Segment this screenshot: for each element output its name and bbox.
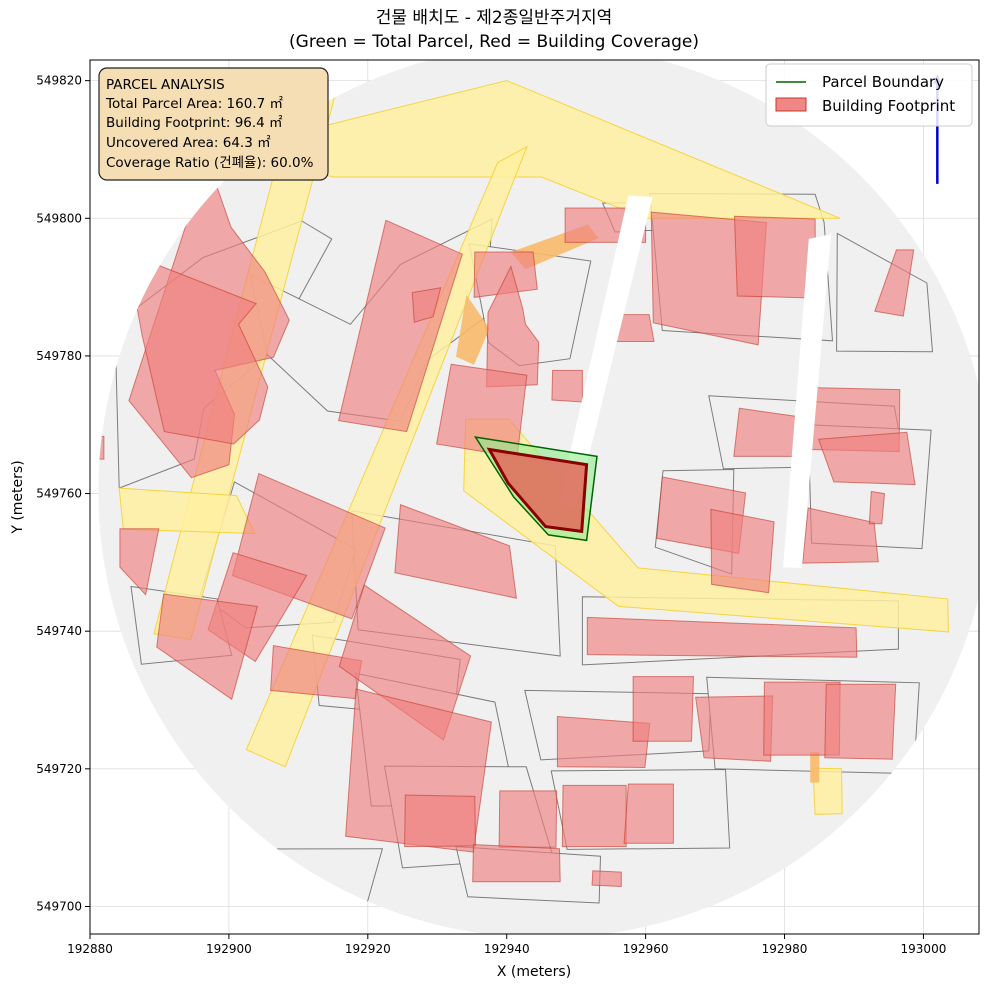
building-polygon <box>119 528 160 596</box>
y-tick-label: 549720 <box>36 762 82 776</box>
axes-frame <box>89 59 980 935</box>
building-polygon <box>874 249 915 317</box>
legend-parcel-label: Parcel Boundary <box>822 73 944 91</box>
building-polygon <box>591 870 622 888</box>
building-polygon <box>710 508 775 594</box>
chart-title: 건물 배치도 - 제2종일반주거지역 (Green = Total Parcel… <box>0 6 988 54</box>
gap-polygon <box>783 234 832 568</box>
x-tick-label: 192940 <box>484 942 530 956</box>
y-axis-label: Y (meters) <box>10 460 26 534</box>
info-footprint: Building Footprint: 96.4 ㎡ <box>106 115 283 131</box>
building-polygon <box>561 784 627 848</box>
x-tick-label: 192980 <box>762 942 808 956</box>
building-polygon <box>156 593 259 701</box>
building-polygon <box>623 783 674 844</box>
y-tick-label: 549700 <box>36 899 82 913</box>
building-polygon <box>868 490 886 525</box>
info-box: PARCEL ANALYSIS Total Parcel Area: 160.7… <box>98 67 329 181</box>
y-tick-label: 549740 <box>36 624 82 638</box>
building-polygon <box>486 265 540 388</box>
building-polygon <box>411 287 442 323</box>
y-tick-label: 549780 <box>36 349 82 363</box>
building-polygon <box>733 407 802 457</box>
x-axis-label: X (meters) <box>497 964 571 980</box>
building-layer <box>98 182 916 903</box>
legend-frame <box>765 63 973 127</box>
building-polygon <box>98 435 105 460</box>
building-polygon <box>586 616 858 658</box>
x-tick-label: 192920 <box>345 942 391 956</box>
gap-polygon <box>558 195 653 508</box>
legend-building-swatch <box>775 97 807 112</box>
building-polygon <box>404 794 477 848</box>
parcel-polygon <box>98 848 384 904</box>
building-polygon <box>632 676 695 742</box>
info-box-background <box>98 67 329 181</box>
chart-title-line2: (Green = Total Parcel, Red = Building Co… <box>289 32 699 52</box>
target-parcel-layer <box>473 436 598 542</box>
building-polygon <box>695 695 774 762</box>
building-polygon <box>556 715 651 769</box>
x-tick-label: 192880 <box>67 942 113 956</box>
y-tick-label: 549760 <box>36 487 82 501</box>
gap-layer <box>558 195 832 568</box>
legend-building-label: Building Footprint <box>822 97 955 115</box>
building-polygon <box>817 431 916 486</box>
overlap-polygon <box>456 294 490 365</box>
building-polygon <box>132 264 269 445</box>
road-polygon <box>463 418 949 633</box>
chart-title-line1: 건물 배치도 - 제2종일반주거지역 <box>375 8 613 28</box>
target-building <box>486 447 589 534</box>
y-tick-label: 549800 <box>36 211 82 225</box>
info-uncovered: Uncovered Area: 64.3 ㎡ <box>106 135 271 151</box>
x-axis-ticks: 192880 192900 192920 192940 192960 192980 1930… <box>67 934 946 956</box>
x-tick-label: 192960 <box>623 942 669 956</box>
info-heading: PARCEL ANALYSIS <box>106 77 225 93</box>
building-polygon <box>498 790 558 848</box>
y-axis-ticks: 549700 549720 549740 549760 549780 549800 5498… <box>36 74 90 913</box>
x-tick-label: 193000 <box>901 942 947 956</box>
info-coverage: Coverage Ratio (건폐율): 60.0% <box>106 155 314 171</box>
building-polygon <box>733 215 817 299</box>
building-polygon <box>473 251 538 298</box>
road-polygon <box>812 767 843 815</box>
map-layers <box>98 60 979 934</box>
building-polygon <box>802 507 879 564</box>
building-polygon <box>824 683 897 760</box>
legend: Parcel Boundary Building Footprint <box>765 63 973 127</box>
building-polygon <box>394 503 517 599</box>
y-tick-label: 549820 <box>36 74 82 88</box>
x-tick-label: 192900 <box>206 942 252 956</box>
building-polygon <box>472 843 561 883</box>
overlap-polygon <box>810 752 820 783</box>
building-polygon <box>131 852 246 903</box>
building-polygon <box>551 369 583 403</box>
building-polygon <box>337 219 463 433</box>
info-total-area: Total Parcel Area: 160.7 ㎡ <box>105 96 283 112</box>
